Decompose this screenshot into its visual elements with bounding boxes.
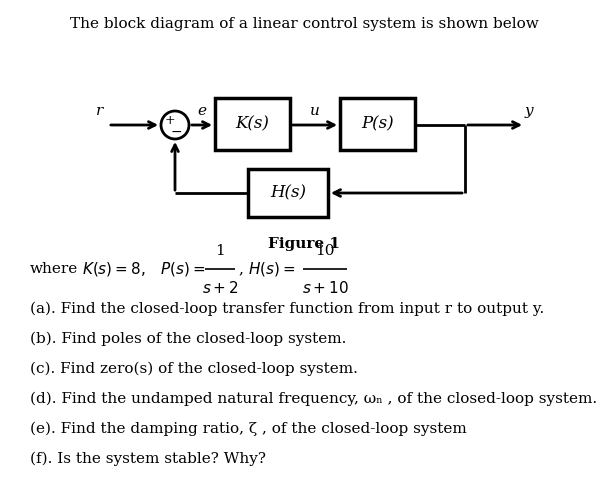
Text: +: + — [164, 113, 175, 127]
Text: ,: , — [238, 262, 243, 276]
Text: $s+2$: $s+2$ — [202, 280, 238, 296]
Text: $K(s)=8,$: $K(s)=8,$ — [82, 260, 146, 278]
Text: $H(s)=$: $H(s)=$ — [248, 260, 295, 278]
Text: (b). Find poles of the closed-loop system.: (b). Find poles of the closed-loop syste… — [30, 332, 347, 346]
Bar — [248, 169, 328, 217]
Text: (d). Find the undamped natural frequency, ωₙ , of the closed-loop system.: (d). Find the undamped natural frequency… — [30, 392, 597, 406]
Text: r: r — [96, 104, 103, 118]
Text: $P(s)=$: $P(s)=$ — [160, 260, 205, 278]
Text: (a). Find the closed-loop transfer function from input r to output y.: (a). Find the closed-loop transfer funct… — [30, 302, 544, 316]
Text: K(s): K(s) — [236, 115, 269, 133]
Text: y: y — [525, 104, 533, 118]
Bar — [340, 98, 415, 150]
Text: 10: 10 — [315, 244, 335, 258]
Text: (c). Find zero(s) of the closed-loop system.: (c). Find zero(s) of the closed-loop sys… — [30, 362, 358, 376]
Text: −: − — [170, 125, 182, 139]
Text: H(s): H(s) — [270, 185, 306, 201]
Text: Figure 1: Figure 1 — [268, 237, 340, 251]
Bar — [215, 98, 290, 150]
Text: P(s): P(s) — [361, 115, 394, 133]
Text: 1: 1 — [215, 244, 225, 258]
Text: (f). Is the system stable? Why?: (f). Is the system stable? Why? — [30, 452, 266, 466]
Text: The block diagram of a linear control system is shown below: The block diagram of a linear control sy… — [69, 17, 538, 31]
Text: where: where — [30, 262, 78, 276]
Text: u: u — [310, 104, 320, 118]
Text: e: e — [197, 104, 206, 118]
Text: (e). Find the damping ratio, ζ , of the closed-loop system: (e). Find the damping ratio, ζ , of the … — [30, 422, 466, 437]
Text: $s+10$: $s+10$ — [301, 280, 348, 296]
